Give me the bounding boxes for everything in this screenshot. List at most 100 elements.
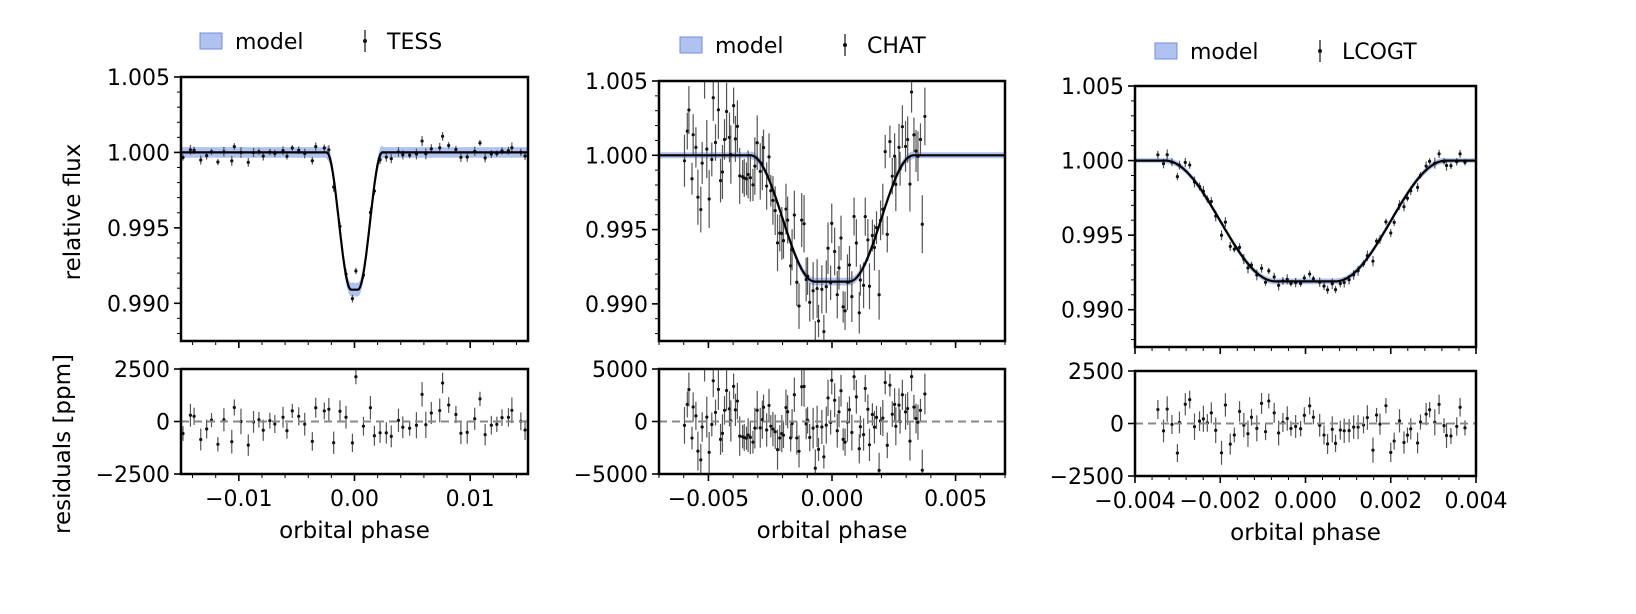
flux-point <box>857 311 861 315</box>
residual-point <box>303 422 307 426</box>
residual-point <box>1289 426 1293 431</box>
flux-point <box>216 160 220 164</box>
legend: model TESS <box>199 30 442 55</box>
residual-point <box>344 415 348 419</box>
residual-point <box>1156 407 1160 412</box>
residual-point <box>682 423 687 428</box>
residual-point <box>1183 402 1187 406</box>
residual-point <box>246 443 250 447</box>
flux-point <box>920 222 924 226</box>
residual-point <box>1170 422 1174 427</box>
residual-plot-area <box>1135 390 1476 465</box>
flux-point <box>401 153 405 157</box>
residual-point <box>885 443 889 447</box>
flux-point <box>1402 205 1406 209</box>
residual-point <box>310 439 314 443</box>
residual-point <box>786 410 790 414</box>
residual-point <box>771 427 775 431</box>
flux-point <box>1424 164 1428 168</box>
residual-point <box>705 415 709 419</box>
legend-model-label: model <box>715 34 784 59</box>
flux-plot-area <box>181 131 528 303</box>
residual-point <box>401 425 405 429</box>
flux-point <box>733 137 738 141</box>
residual-point <box>314 406 318 410</box>
legend-data-label: TESS <box>386 30 442 55</box>
panel-lcogt: 1.005 1.000 0.995 0.990 2500 0 −2500−0.004 −0.0… <box>1050 40 1508 546</box>
xtick-label: −0.01 <box>205 487 272 512</box>
flux-point <box>1156 153 1160 157</box>
residual-plot-area <box>659 361 1005 474</box>
flux-point <box>815 286 819 291</box>
legend-data-label: LCOGT <box>1342 40 1417 65</box>
flux-point <box>711 96 715 100</box>
residual-point <box>847 408 852 412</box>
residual-point <box>890 412 894 416</box>
flux-point <box>1259 266 1264 270</box>
residual-point <box>795 436 799 440</box>
residual-point <box>1442 424 1446 428</box>
flux-point <box>835 293 839 297</box>
residual-point <box>858 425 862 429</box>
residual-point <box>1299 427 1303 431</box>
residual-point <box>1237 409 1242 414</box>
residual-point <box>778 436 782 440</box>
residual-point <box>1232 433 1236 437</box>
flux-ytick-label: 0.995 <box>585 219 648 244</box>
residual-point <box>273 422 277 426</box>
flux-point <box>707 197 711 201</box>
flux-point <box>841 305 845 309</box>
residual-point <box>703 361 706 364</box>
flux-point <box>687 108 691 112</box>
residual-point <box>1347 429 1351 433</box>
residual-point <box>454 412 458 417</box>
residual-point <box>414 423 419 427</box>
flux-ytick-label: 1.000 <box>585 144 648 169</box>
residual-point <box>285 429 289 433</box>
flux-point <box>758 169 762 173</box>
residual-point <box>790 422 794 426</box>
residual-point <box>199 437 203 442</box>
residual-point <box>870 412 874 417</box>
flux-point <box>1165 153 1169 157</box>
flux-point <box>483 156 487 160</box>
residual-point <box>1277 431 1281 435</box>
xaxis-label: orbital phase <box>279 518 430 544</box>
legend-data-marker <box>843 43 847 47</box>
residual-point <box>716 387 721 391</box>
residual-point <box>1402 440 1406 445</box>
flux-point <box>824 285 828 289</box>
residual-point <box>694 414 698 418</box>
flux-ytick-label: 0.995 <box>107 217 170 242</box>
residual-point <box>188 413 193 417</box>
residual-point <box>883 380 887 385</box>
residual-point <box>1405 433 1410 437</box>
flux-point <box>314 145 318 149</box>
flux-point <box>1183 160 1187 165</box>
flux-point <box>297 148 301 152</box>
legend-model-label: model <box>235 30 304 55</box>
xaxis-label: orbital phase <box>1230 520 1381 546</box>
residual-point <box>720 431 725 435</box>
flux-point <box>447 143 451 148</box>
xtick-label: 0.000 <box>1274 489 1337 514</box>
residual-point <box>1165 407 1169 411</box>
residual-point <box>205 427 209 431</box>
residual-point <box>268 419 272 423</box>
flux-point <box>454 147 458 152</box>
flux-point <box>761 145 766 150</box>
residual-point <box>500 416 504 420</box>
residual-point <box>230 440 234 444</box>
flux-plot-area <box>1135 149 1476 294</box>
flux-point <box>735 124 739 128</box>
xtick-label: 0.00 <box>330 487 379 512</box>
residual-point <box>1428 408 1432 412</box>
xtick-label: 0.004 <box>1445 489 1508 514</box>
flux-point <box>350 297 355 301</box>
residual-point <box>822 455 826 459</box>
flux-point <box>872 245 877 250</box>
flux-point <box>808 300 812 304</box>
flux-point <box>918 137 923 142</box>
panel-chat: 1.005 1.000 0.995 0.990 5000 0 −5000 −0.005 0.00… <box>574 34 1007 544</box>
residual-point <box>361 424 366 428</box>
